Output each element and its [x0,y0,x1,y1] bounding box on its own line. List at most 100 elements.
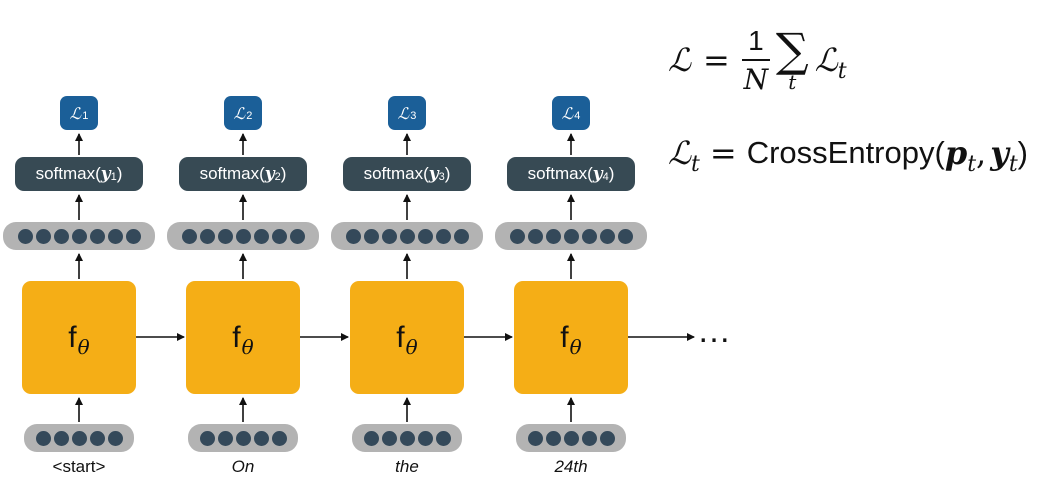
loss-symbol: ℒ [397,103,410,123]
continuation-ellipsis: … [697,312,733,350]
vector-unit-dot [363,430,379,446]
step-loss-lhs: ℒt [668,134,700,177]
vector-unit-dot [71,430,87,446]
softmax-box-3: softmax(y 3) [343,157,471,191]
vector-unit-dot [417,228,433,244]
vector-unit-dot [217,228,233,244]
softmax-label: softmax( [35,164,101,183]
vector-unit-dot [345,228,361,244]
input-token-1: <start> [52,457,106,476]
vector-unit-dot [181,228,197,244]
fraction-bar [741,58,770,61]
input-embedding-2 [188,424,298,452]
vector-unit-dot [453,228,469,244]
fraction-denominator: N [743,62,769,96]
vector-unit-dot [417,430,433,446]
vector-unit-dot [235,430,251,446]
arg-y: yt [990,134,1018,177]
vector-unit-dot [289,228,305,244]
loss-term: ℒt [814,41,847,84]
softmax-label: softmax( [199,164,265,183]
vector-unit-dot [53,228,69,244]
vector-unit-dot [35,430,51,446]
softmax-box-1: softmax(y 1) [15,157,143,191]
cross-entropy-function: CrossEntropy [746,135,935,170]
hidden-state-vector-1 [3,222,155,250]
hidden-state-vector-3 [331,222,483,250]
vector-unit-dot [435,430,451,446]
cell-function-label: f [560,320,569,354]
equals-sign: = [703,41,730,79]
loss-index: 1 [82,110,89,122]
vector-unit-dot [617,228,633,244]
input-embedding-3 [352,424,462,452]
cell-parameter-label: θ [77,334,90,359]
vector-unit-dot [89,228,105,244]
fraction: 1 N [741,25,770,96]
softmax-index: 3 [438,171,445,183]
vector-unit-dot [89,430,105,446]
input-token-3: the [395,457,419,476]
softmax-variable: y [428,164,439,184]
vector-unit-dot [71,228,87,244]
softmax-box-4: softmax(y 4) [507,157,635,191]
softmax-close: ) [116,164,123,183]
softmax-close: ) [280,164,287,183]
vector-unit-dot [563,228,579,244]
vector-unit-dot [53,430,69,446]
loss-index: 2 [246,110,253,122]
vector-unit-dot [545,430,561,446]
open-paren: ( [934,135,945,170]
cell-function-label: f [68,320,77,354]
softmax-label: softmax( [363,164,429,183]
comma: , [976,134,987,172]
softmax-label: softmax( [527,164,593,183]
vector-unit-dot [399,228,415,244]
vector-unit-dot [17,228,33,244]
vector-unit-dot [435,228,451,244]
softmax-variable: y [100,164,111,184]
vector-unit-dot [235,228,251,244]
softmax-variable: y [264,164,275,184]
cell-function-label: f [396,320,405,354]
vector-unit-dot [107,430,123,446]
close-paren: ) [1017,135,1028,170]
input-token-4: 24th [554,457,588,476]
arg-p: pt [944,134,977,177]
vector-unit-dot [253,430,269,446]
vector-unit-dot [217,430,233,446]
vector-unit-dot [271,228,287,244]
softmax-index: 2 [274,171,281,183]
input-embedding-4 [516,424,626,452]
summation: ∑ t [775,23,809,92]
sum-symbol: ∑ [775,23,809,77]
softmax-index: 4 [602,171,609,183]
hidden-state-vector-4 [495,222,647,250]
cell-function-label: f [232,320,241,354]
loss-term-subscript: t [837,59,847,84]
input-embedding-1 [24,424,134,452]
vector-unit-dot [527,228,543,244]
softmax-index: 1 [110,171,117,183]
loss-symbol: ℒ [233,103,246,123]
vector-unit-dot [509,228,525,244]
hidden-state-vector-2 [167,222,319,250]
equals-sign: = [709,134,737,172]
vector-unit-dot [599,228,615,244]
vector-unit-dot [125,228,141,244]
step-loss-formula: ℒt = CrossEntropy ( pt , yt ) [668,130,1028,177]
input-token-2: On [231,457,255,476]
cell-parameter-label: θ [569,334,582,359]
vector-unit-dot [271,430,287,446]
loss-index: 4 [574,110,581,122]
loss-index: 3 [410,110,417,122]
